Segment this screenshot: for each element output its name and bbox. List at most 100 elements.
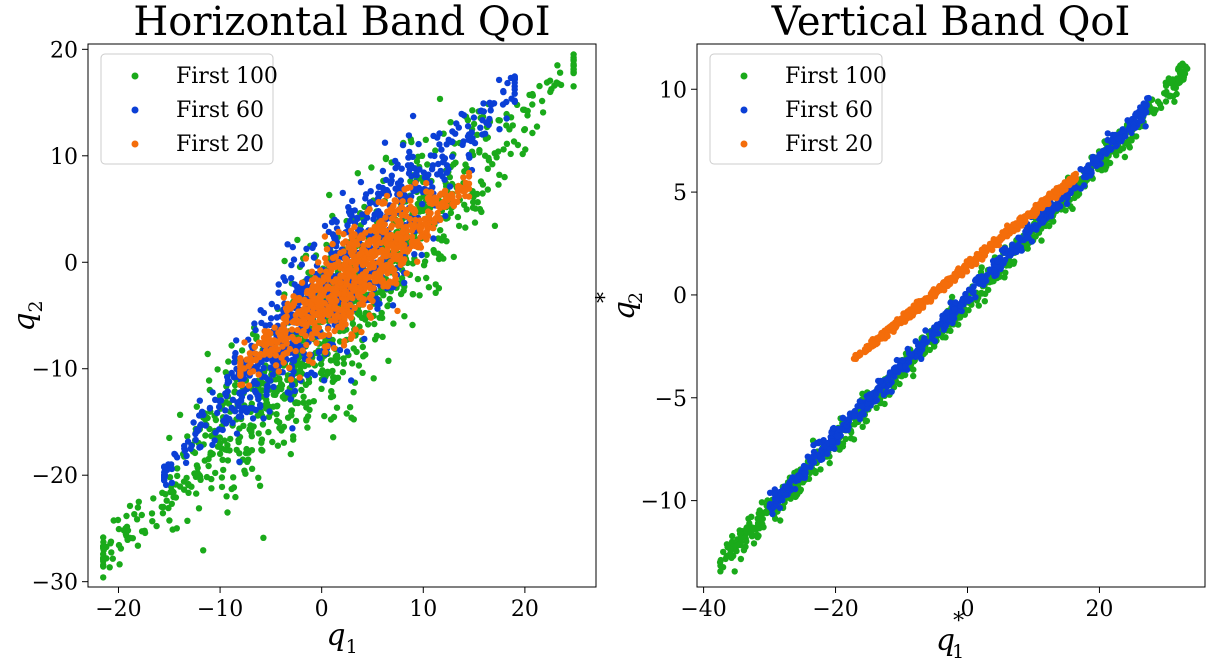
chart-left-point-first-20 [407,184,414,191]
chart-left-point-first-60 [436,141,443,148]
chart-right-point-first-20 [1059,182,1066,189]
chart-left-point-first-100 [506,126,513,133]
chart-left-point-first-100 [172,494,180,501]
chart-left-point-first-100 [250,423,257,430]
chart-left-point-first-100 [225,358,232,365]
chart-left-point-first-20 [295,318,303,325]
chart-right-point-first-100 [1121,153,1129,161]
chart-left-point-first-20 [409,206,416,214]
chart-left-point-first-20 [412,179,419,187]
chart-left-point-first-60 [343,348,351,355]
chart-left-point-first-60 [448,138,455,146]
chart-right-point-first-60 [1015,241,1022,248]
chart-right-point-first-60 [970,288,977,296]
chart-left-point-first-20 [341,290,348,298]
chart-left-point-first-100 [529,129,536,137]
chart-right-point-first-100 [859,423,866,430]
chart-left-point-first-100 [214,443,222,450]
chart-left-point-first-100 [570,60,577,68]
chart-left-point-first-100 [303,415,310,423]
chart-left-point-first-60 [220,417,227,424]
chart-right-legend-label-first-60: First 60 [785,98,873,123]
chart-right-point-first-60 [830,424,837,432]
chart-right-point-first-60 [1049,205,1056,212]
chart-left-point-first-60 [275,281,282,288]
chart-left-point-first-100 [133,516,141,523]
chart-right-point-first-60 [957,302,964,310]
chart-left-point-first-100 [159,489,166,496]
chart-right-point-first-100 [748,533,756,540]
chart-left-point-first-20 [408,242,416,250]
chart-left-title: Horizontal Band QoI [133,0,550,45]
chart-left-point-first-20 [412,216,419,224]
chart-right-point-first-60 [1018,247,1025,254]
chart-right-point-first-100 [1119,145,1127,152]
chart-right-point-first-100 [1161,90,1168,97]
chart-left-point-first-100 [116,561,123,568]
chart-left-point-first-100 [435,235,442,242]
chart-left-legend-marker-first-100 [131,72,139,80]
chart-left-point-first-100 [436,95,444,103]
chart-left-point-first-100 [470,120,478,128]
chart-left-y-tick-label: 10 [50,145,78,170]
chart-left-point-first-100 [407,178,414,185]
chart-right-point-first-100 [978,264,985,271]
chart-left-point-first-100 [462,224,469,231]
chart-right-point-first-60 [845,415,852,423]
chart-right-x-axis-label: q* 1 [936,609,964,663]
chart-left-point-first-100 [479,190,486,197]
chart-right-point-first-60 [1114,135,1122,142]
chart-right-x-tick-label: −20 [812,597,858,622]
chart-left-point-first-100 [493,154,500,161]
chart-left-point-first-60 [362,191,370,198]
chart-left-point-first-20 [383,240,390,247]
chart-left-point-first-60 [430,235,437,242]
chart-right-point-first-20 [856,349,864,356]
chart-left-point-first-20 [346,301,354,308]
chart-right-point-first-60 [796,472,803,480]
chart-left-point-first-20 [367,285,374,292]
chart-left-point-first-60 [193,426,201,433]
chart-left-point-first-20 [340,248,347,255]
chart-left-point-first-20 [400,247,407,255]
chart-right-point-first-100 [1154,98,1162,105]
chart-left-point-first-100 [224,457,232,464]
chart-left-point-first-20 [327,317,335,324]
chart-right-point-first-60 [1013,248,1020,255]
chart-right-point-first-60 [807,454,814,461]
chart-left-point-first-60 [429,184,436,191]
chart-left-point-first-100 [514,141,522,149]
chart-right-point-first-60 [886,381,893,389]
chart-left-point-first-60 [168,479,176,486]
chart-left-point-first-100 [330,413,338,421]
chart-right-point-first-100 [1149,106,1156,113]
chart-left-point-first-20 [255,339,263,346]
chart-left-point-first-100 [474,199,481,206]
chart-right-point-first-60 [1084,173,1091,180]
chart-right-point-first-20 [903,312,911,319]
chart-left-point-first-60 [308,369,315,376]
chart-left-x-tick-label: 0 [315,597,329,622]
chart-left-point-first-100 [327,393,335,401]
chart-left-point-first-60 [415,184,423,192]
chart-left-point-first-100 [208,485,215,492]
chart-right-point-first-100 [1173,90,1180,98]
chart-left-point-first-60 [262,322,269,329]
chart-left-point-first-100 [279,393,286,401]
chart-left-point-first-100 [273,403,281,410]
chart-left-point-first-20 [262,347,270,354]
chart-left-point-first-60 [289,243,296,251]
chart-left-point-first-60 [389,302,397,309]
chart-left-point-first-100 [360,353,367,360]
chart-left-point-first-20 [280,315,287,322]
chart-left-point-first-100 [238,347,246,354]
chart-left-point-first-60 [367,188,374,195]
chart-left-point-first-60 [263,387,270,395]
chart-left-point-first-100 [148,510,156,517]
chart-left-point-first-60 [409,112,417,120]
chart-left-point-first-60 [425,171,432,178]
chart-left-point-first-60 [287,396,294,403]
chart-left-point-first-60 [315,348,323,356]
